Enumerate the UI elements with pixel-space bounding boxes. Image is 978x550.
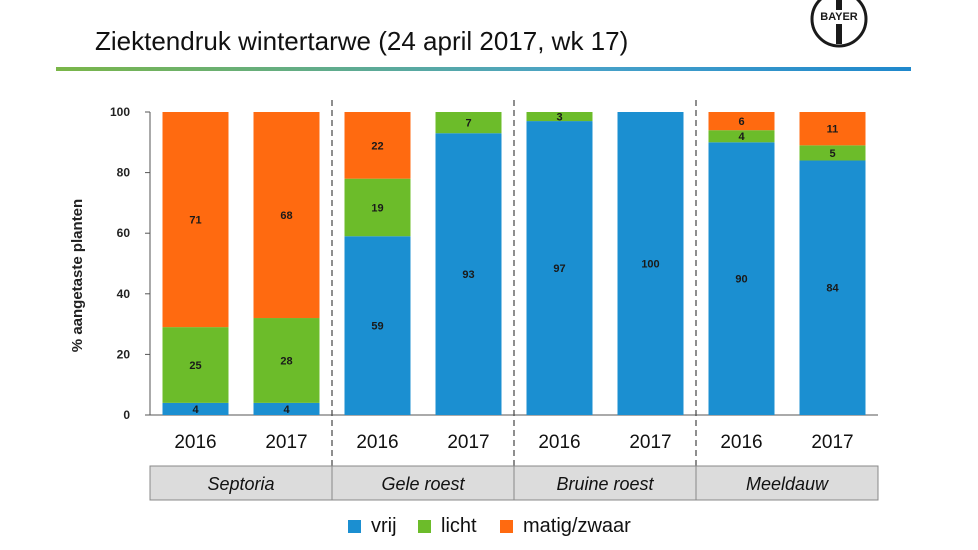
bar-matig_zwaar-6 <box>708 112 775 131</box>
data-label-matig_zwaar-1: 68 <box>280 210 292 222</box>
data-label-licht-6: 4 <box>738 131 745 143</box>
bar-matig_zwaar-2 <box>344 112 411 179</box>
bar-matig_zwaar-1 <box>253 112 320 319</box>
legend-swatch-matig-zwaar <box>500 520 513 533</box>
legend-item-vrij: vrij <box>348 515 397 538</box>
legend-label-licht: licht <box>441 515 477 537</box>
bar-licht-2 <box>344 178 411 237</box>
y-tick-label: 80 <box>117 166 131 180</box>
group-box-1 <box>331 465 515 501</box>
legend-swatch-vrij <box>348 520 361 533</box>
data-label-licht-0: 25 <box>189 360 201 372</box>
bar-licht-0 <box>162 327 229 403</box>
group-label: Gele roest <box>381 474 465 494</box>
bar-licht-3 <box>435 112 502 134</box>
bar-vrij-4 <box>526 121 593 415</box>
bar-vrij-0 <box>162 402 229 415</box>
bar-vrij-5 <box>617 112 684 415</box>
data-label-vrij-7: 84 <box>826 283 839 295</box>
data-label-vrij-3: 93 <box>462 269 474 281</box>
group-box-0 <box>149 465 333 501</box>
data-label-matig_zwaar-7: 11 <box>827 124 839 136</box>
y-tick-label: 40 <box>117 287 131 301</box>
bar-vrij-1 <box>253 402 320 415</box>
bayer-logo: BAYER <box>806 0 872 48</box>
group-label: Bruine roest <box>556 474 654 494</box>
group-label: Meeldauw <box>746 474 829 494</box>
data-label-vrij-1: 4 <box>283 404 290 416</box>
legend-label-vrij: vrij <box>371 515 397 537</box>
stacked-bar-chart: 0 20 40 60 80 100 % aangetaste planten 4 25 71 201… <box>69 100 879 501</box>
y-tick-label: 60 <box>117 226 131 240</box>
x-tick-label: 2016 <box>356 432 398 453</box>
data-label-licht-3: 7 <box>465 118 471 130</box>
data-label-vrij-5: 100 <box>641 259 659 271</box>
bar-vrij-2 <box>344 236 411 415</box>
group-label: Septoria <box>207 474 274 494</box>
y-tick-label: 100 <box>110 105 130 119</box>
data-label-licht-1: 28 <box>280 355 292 367</box>
data-label-matig_zwaar-6: 6 <box>738 116 744 128</box>
data-label-vrij-2: 59 <box>371 321 383 333</box>
x-tick-label: 2017 <box>265 432 307 453</box>
data-label-vrij-0: 4 <box>192 404 199 416</box>
legend-label-matig-zwaar: matig/zwaar <box>523 515 631 537</box>
data-label-licht-4: 3 <box>556 112 562 124</box>
legend-item-matig-zwaar: matig/zwaar <box>500 515 631 538</box>
x-tick-label: 2016 <box>720 432 762 453</box>
bar-licht-4 <box>526 112 593 122</box>
group-box-2 <box>513 465 697 501</box>
legend-swatch-licht <box>418 520 431 533</box>
group-box-3 <box>695 465 879 501</box>
y-tick-label: 20 <box>117 347 131 361</box>
x-tick-label: 2017 <box>811 432 853 453</box>
bar-licht-6 <box>708 130 775 143</box>
y-tick-label: 0 <box>123 408 130 422</box>
x-tick-label: 2016 <box>174 432 216 453</box>
data-label-matig_zwaar-2: 22 <box>371 140 383 152</box>
bar-licht-7 <box>799 145 866 161</box>
x-tick-label: 2017 <box>629 432 671 453</box>
data-label-vrij-4: 97 <box>553 263 565 275</box>
data-label-matig_zwaar-0: 71 <box>189 215 201 227</box>
legend: vrij licht matig/zwaar <box>0 515 978 543</box>
page-title: Ziektendruk wintertarwe (24 april 2017, … <box>95 26 629 56</box>
title-divider <box>56 67 911 71</box>
data-label-licht-7: 5 <box>829 148 835 160</box>
bar-vrij-7 <box>799 160 866 415</box>
legend-item-licht: licht <box>418 515 477 538</box>
x-tick-label: 2017 <box>447 432 489 453</box>
bar-matig_zwaar-0 <box>162 112 229 328</box>
data-label-licht-2: 19 <box>371 202 383 214</box>
y-axis-label: % aangetaste planten <box>69 199 86 352</box>
x-tick-label: 2016 <box>538 432 580 453</box>
bar-vrij-3 <box>435 133 502 415</box>
bar-matig_zwaar-7 <box>799 112 866 146</box>
logo-text: BAYER <box>820 11 858 23</box>
data-label-vrij-6: 90 <box>735 274 747 286</box>
bar-licht-1 <box>253 318 320 403</box>
bar-vrij-6 <box>708 142 775 416</box>
